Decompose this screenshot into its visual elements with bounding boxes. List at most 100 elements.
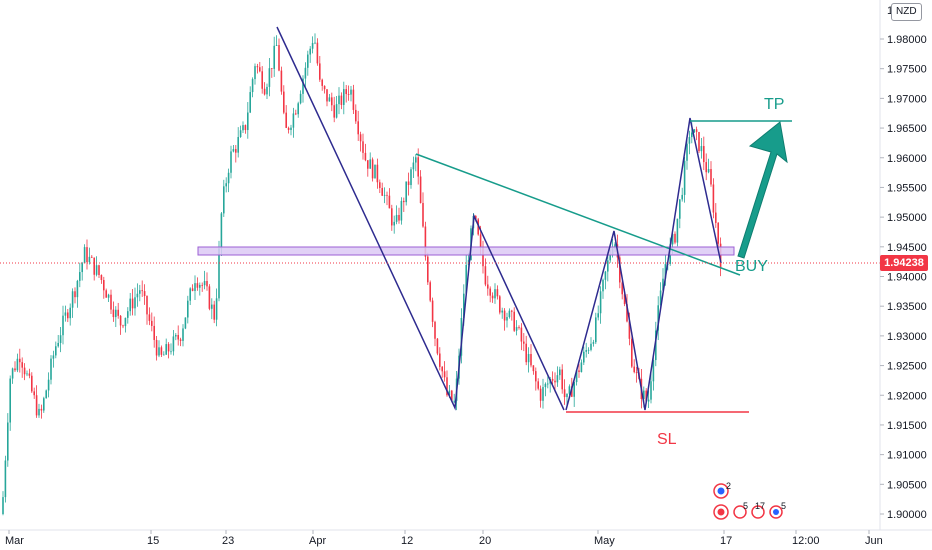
price-axis[interactable]: 1.98000 1.97500 1.97000 1.96500 1.96000 1.955… xyxy=(880,5,927,521)
price-tick-label: 1.97000 xyxy=(887,93,927,105)
candle xyxy=(184,317,187,330)
candle xyxy=(107,293,110,303)
candle xyxy=(79,262,81,288)
candle xyxy=(131,288,134,316)
candle xyxy=(136,283,139,307)
candle xyxy=(16,353,19,373)
event-marker-a[interactable]: 2 xyxy=(713,481,731,499)
candle xyxy=(707,158,710,174)
candle xyxy=(542,378,544,409)
candle xyxy=(381,182,383,197)
candle xyxy=(635,366,638,383)
candle xyxy=(43,396,45,413)
last-price-label: 1.94238 xyxy=(880,255,928,271)
candle xyxy=(129,292,131,316)
candle xyxy=(256,63,259,74)
price-tick-label: 1.94000 xyxy=(887,272,927,284)
candle xyxy=(607,252,609,282)
time-tick-label: 17 xyxy=(720,535,732,547)
candle xyxy=(647,390,650,409)
candle xyxy=(35,385,38,418)
candle xyxy=(544,382,547,397)
price-tick-label: 1.96000 xyxy=(887,153,927,165)
candle xyxy=(19,348,21,373)
currency-label: NZD xyxy=(896,6,917,17)
candle xyxy=(539,385,542,408)
candle xyxy=(683,156,686,203)
candle xyxy=(9,375,11,431)
candle xyxy=(388,188,391,209)
candle xyxy=(547,375,549,389)
candle xyxy=(520,323,523,351)
event-count-a: 2 xyxy=(726,481,731,491)
candle xyxy=(299,90,302,105)
candle xyxy=(379,179,381,194)
candle xyxy=(602,278,604,299)
candle xyxy=(568,384,571,396)
price-tick-label: 1.91000 xyxy=(887,450,927,462)
candle xyxy=(347,85,350,101)
candle xyxy=(311,36,314,54)
candle xyxy=(563,379,566,405)
event-markers[interactable]: 2 5 17 5 xyxy=(713,481,786,520)
candle xyxy=(679,199,681,229)
candle xyxy=(151,312,153,332)
candle xyxy=(527,347,530,373)
candle xyxy=(251,77,254,98)
candle xyxy=(532,365,535,375)
candle xyxy=(148,307,151,326)
candle xyxy=(715,203,717,228)
candle xyxy=(453,393,455,403)
candle xyxy=(537,378,539,391)
candle xyxy=(415,154,417,172)
candle xyxy=(321,78,323,91)
candle xyxy=(585,342,587,358)
candle xyxy=(247,102,249,139)
candle xyxy=(71,288,74,318)
buy-label: BUY xyxy=(735,258,768,275)
price-tick-label: 1.93500 xyxy=(887,301,927,313)
candle xyxy=(271,68,273,78)
candle xyxy=(376,158,379,189)
candle xyxy=(33,387,35,399)
candle xyxy=(578,363,580,378)
price-tick-label: 1.93000 xyxy=(887,331,927,343)
candle xyxy=(595,312,597,345)
time-axis[interactable]: Mar 15 23 Apr 12 20 May 17 12:00 Jun xyxy=(5,530,883,547)
candle xyxy=(338,87,340,115)
candle xyxy=(21,357,23,378)
candle xyxy=(26,370,28,377)
candle xyxy=(367,160,369,177)
candle xyxy=(254,63,256,85)
candle xyxy=(525,335,527,366)
candle xyxy=(170,343,172,355)
candle xyxy=(232,144,235,153)
candle xyxy=(273,36,275,77)
price-tick-label: 1.95500 xyxy=(887,182,927,194)
candle xyxy=(199,282,201,296)
candle xyxy=(350,85,352,102)
buy-arrow xyxy=(737,121,788,259)
candle xyxy=(427,252,429,285)
currency-selector[interactable]: NZD xyxy=(891,3,922,21)
candle xyxy=(491,292,494,303)
candle xyxy=(619,252,621,289)
candle xyxy=(501,307,503,319)
candle xyxy=(345,84,347,103)
candle xyxy=(172,330,175,356)
candle xyxy=(55,341,57,359)
candle xyxy=(599,286,602,324)
candle xyxy=(57,334,59,348)
candle xyxy=(67,309,69,323)
candle xyxy=(40,404,43,419)
candle xyxy=(122,324,124,329)
candle xyxy=(239,125,242,138)
candle xyxy=(179,337,182,347)
price-tick-label: 1.95000 xyxy=(887,212,927,224)
candle xyxy=(127,307,129,324)
event-marker-b[interactable]: 5 17 5 xyxy=(713,501,786,520)
candle xyxy=(28,368,31,379)
candle xyxy=(410,167,412,189)
candle xyxy=(244,124,247,134)
